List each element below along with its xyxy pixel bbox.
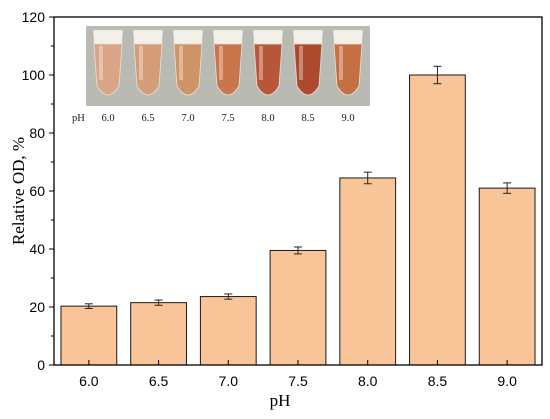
y-tick-label: 40	[29, 241, 45, 257]
x-tick-label: 8.5	[428, 373, 448, 389]
error-bar-series	[84, 65, 512, 309]
x-tick-label: 7.0	[219, 373, 239, 389]
tube-cap	[332, 29, 364, 45]
inset-photo: pH 6.0 6.5 7.0 7.5 8.0 8.5 9.0	[72, 26, 370, 130]
tube-cap	[132, 29, 164, 45]
tube-row	[92, 29, 364, 96]
bar	[339, 177, 397, 366]
y-tick-label: 120	[22, 9, 46, 25]
tube-ph-label: 7.0	[181, 113, 194, 124]
tube-label-row: 6.0 6.5 7.0 7.5 8.0 8.5 9.0	[101, 113, 354, 124]
tube-highlight	[299, 46, 303, 80]
bar-series	[60, 74, 536, 366]
photo-label-strip	[86, 106, 370, 130]
y-axis-title: Relative OD, %	[9, 137, 28, 245]
x-tick-label: 9.0	[497, 373, 517, 389]
y-tick-label: 0	[37, 357, 45, 373]
tube-liquid	[213, 43, 243, 96]
bar	[478, 187, 536, 366]
tube-highlight	[219, 46, 223, 80]
x-axis: 6.0 6.5 7.0 7.5 8.0 8.5 9.0	[79, 360, 517, 389]
tube-ph-label: 6.5	[141, 113, 154, 124]
y-tick-label: 80	[29, 125, 45, 141]
x-tick-label: 6.0	[79, 373, 99, 389]
x-tick-label: 8.0	[358, 373, 378, 389]
tube-cap	[92, 29, 124, 45]
y-tick-label: 20	[29, 299, 45, 315]
tube-liquid	[93, 43, 123, 96]
tube-cap	[252, 29, 284, 45]
bar	[409, 74, 466, 366]
tube-highlight	[259, 46, 263, 80]
tube-highlight	[179, 46, 183, 80]
bar	[130, 302, 187, 366]
y-tick-label: 60	[29, 183, 45, 199]
tube-liquid	[253, 43, 283, 96]
tube-liquid	[173, 43, 203, 96]
x-tick-label: 7.5	[288, 373, 308, 389]
x-axis-title: pH	[270, 391, 291, 410]
tube-ph-label: 9.0	[341, 113, 354, 124]
tube-cap	[212, 29, 244, 45]
tube-highlight	[139, 46, 143, 80]
tube-ph-label: 6.0	[101, 113, 114, 124]
tube-highlight	[99, 46, 103, 80]
x-tick-label: 6.5	[149, 373, 169, 389]
tube-cap	[172, 29, 204, 45]
bar	[269, 249, 327, 366]
tube-cap	[292, 29, 324, 45]
tube-ph-label: 8.0	[261, 113, 274, 124]
tube-highlight	[339, 46, 343, 80]
y-axis: 0 20 40 60 80 100 120	[22, 9, 54, 373]
tube-liquid	[133, 43, 163, 96]
tube-ph-label: 8.5	[301, 113, 314, 124]
tube-liquid	[293, 43, 323, 96]
tube-ph-label: 7.5	[221, 113, 234, 124]
bar	[199, 296, 257, 366]
tube-liquid	[333, 43, 363, 96]
y-tick-label: 100	[22, 67, 46, 83]
bar	[60, 305, 118, 366]
photo-row-label: pH	[72, 113, 85, 124]
